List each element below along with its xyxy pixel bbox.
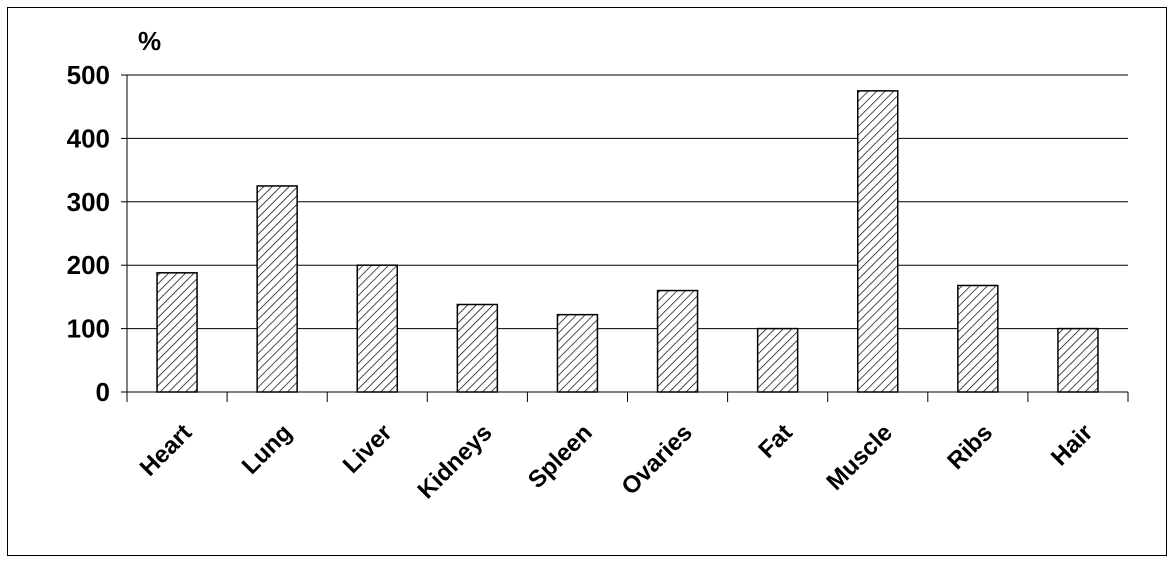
x-tick-label: Ovaries: [616, 419, 697, 500]
bar: [356, 264, 398, 393]
y-tick-label: 200: [67, 250, 110, 280]
axes: [121, 74, 1129, 402]
bar: [656, 289, 699, 393]
chart-frame: [7, 7, 1167, 556]
x-tick-label: Spleen: [523, 419, 598, 494]
bars: [156, 90, 1099, 393]
bar: [156, 272, 198, 393]
x-tick-label: Kidneys: [412, 419, 497, 504]
x-tick-label: Hair: [1046, 419, 1098, 471]
bar: [256, 185, 298, 393]
bar: [456, 303, 499, 393]
bar: [1057, 327, 1099, 393]
bar: [957, 284, 999, 393]
y-unit-label: %: [138, 26, 161, 56]
bar: [556, 313, 599, 393]
bar: [756, 327, 799, 393]
x-tick-label: Lung: [237, 419, 298, 480]
y-tick-label: 100: [67, 314, 110, 344]
y-tick-label: 300: [67, 187, 110, 217]
x-tick-labels: Heart Lung Liver Kidneys Spleen Ovaries Fat Mus…: [135, 419, 1098, 504]
x-tick-label: Fat: [753, 419, 798, 464]
y-tick-label: 0: [96, 377, 110, 407]
x-tick-label: Muscle: [821, 419, 898, 496]
x-tick-label: Heart: [135, 419, 197, 481]
bar: [857, 90, 899, 393]
y-tick-label: 400: [67, 123, 110, 153]
x-tick-label: Ribs: [942, 419, 998, 475]
y-tick-label: 500: [67, 60, 110, 90]
y-tick-labels: 0 100 200 300 400 500: [67, 60, 110, 407]
x-tick-label: Liver: [338, 419, 398, 479]
